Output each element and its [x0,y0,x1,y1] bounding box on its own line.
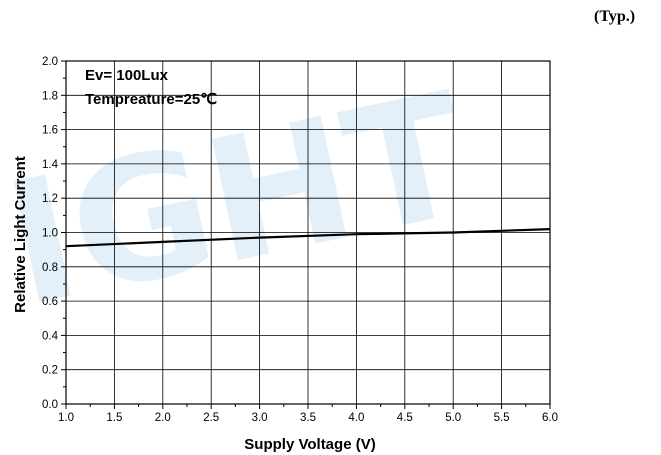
y-tick-label: 1.6 [42,125,58,137]
x-tick-label: 2.5 [203,412,219,424]
y-tick-label: 0.0 [42,399,58,411]
y-tick-label: 1.4 [42,159,59,171]
x-tick-label: 3.5 [300,412,316,424]
x-tick-label: 5.5 [494,412,510,424]
y-tick-label: 0.8 [42,262,58,274]
y-tick-label: 1.8 [42,90,58,102]
y-tick-label: 0.6 [42,296,58,308]
series-line [65,228,551,248]
y-tick-label: 1.2 [42,193,58,205]
y-tick-label: 2.0 [42,56,58,68]
x-tick-label: 4.5 [397,412,413,424]
series-group [65,228,551,248]
typical-note: (Typ.) [594,8,636,25]
x-tick-label: 5.0 [445,412,461,424]
annotation-illuminance: Ev= 100Lux [85,67,169,84]
x-tick-label: 6.0 [542,412,558,424]
x-tick-label: 2.0 [155,412,171,424]
x-tick-label: 3.0 [252,412,268,424]
y-tick-label: 0.4 [42,330,59,342]
y-tick-label: 0.2 [42,365,58,377]
x-tick-label: 1.5 [106,412,122,424]
x-tick-label: 1.0 [58,412,74,424]
y-axis-label: Relative Light Current [12,156,29,313]
y-axis: 0.0 0.2 0.4 0.6 0.8 1.0 1.2 1.4 1.6 1.8 2.0 [42,56,66,411]
x-axis: 1.0 1.5 2.0 2.5 3.0 3.5 4.0 4.5 5.0 5.5 6.0 [58,404,558,424]
x-axis-label: Supply Voltage (V) [244,436,375,453]
y-tick-label: 1.0 [42,228,58,240]
watermark: IGHT [0,56,484,346]
x-tick-label: 4.0 [348,412,364,424]
annotation-temperature: Tempreature=25℃ [85,91,217,108]
